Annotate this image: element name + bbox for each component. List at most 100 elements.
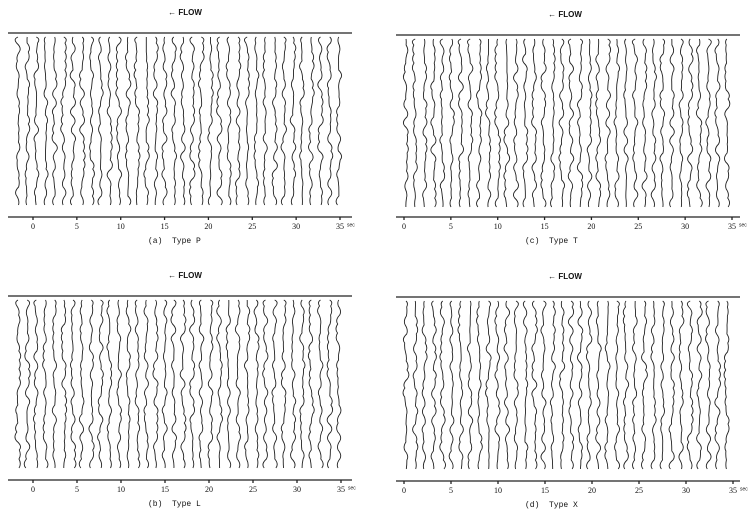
tick-label: 0 xyxy=(402,222,406,231)
trace xyxy=(476,38,483,208)
trace xyxy=(457,38,464,208)
trace xyxy=(317,36,324,206)
trace xyxy=(623,38,629,208)
trace xyxy=(198,36,205,206)
caption: (b) Type L xyxy=(148,500,201,509)
trace xyxy=(531,38,537,208)
trace xyxy=(198,299,205,469)
trace xyxy=(253,36,260,206)
trace xyxy=(51,36,58,206)
trace xyxy=(170,299,177,469)
trace xyxy=(69,36,76,206)
trace xyxy=(78,299,85,469)
trace xyxy=(614,300,621,470)
tick-label: 0 xyxy=(402,486,406,495)
trace xyxy=(696,300,703,470)
tick-label: 30 xyxy=(682,486,690,495)
trace xyxy=(207,36,214,206)
trace xyxy=(14,299,22,469)
trace xyxy=(152,36,159,206)
trace xyxy=(595,300,602,470)
panel: ← FLOW 0 5 10 15 20 25 30 35 sec (c) Type T xyxy=(396,10,747,246)
tick-label: 20 xyxy=(204,222,212,231)
tick-label: 35 xyxy=(336,222,344,231)
trace xyxy=(448,38,455,208)
trace xyxy=(170,36,177,206)
tick-label: 20 xyxy=(587,222,595,231)
trace xyxy=(577,300,584,470)
trace xyxy=(42,299,49,469)
trace xyxy=(253,299,260,469)
flow-label: ← FLOW xyxy=(548,10,582,19)
trace xyxy=(189,36,196,206)
unit-label: sec xyxy=(739,222,747,228)
trace xyxy=(632,300,638,470)
trace xyxy=(559,300,566,470)
trace xyxy=(234,299,241,469)
trace xyxy=(467,38,474,208)
trace xyxy=(457,300,464,470)
trace xyxy=(613,38,620,208)
trace xyxy=(60,36,67,206)
trace xyxy=(79,36,86,206)
trace xyxy=(262,36,268,206)
trace xyxy=(51,299,57,469)
tick-label: 5 xyxy=(75,222,79,231)
trace xyxy=(161,299,168,469)
trace xyxy=(550,38,556,208)
tick-label: 15 xyxy=(541,222,549,231)
trace xyxy=(695,38,703,208)
unit-label: sec xyxy=(348,485,356,491)
trace xyxy=(494,38,501,208)
trace xyxy=(485,38,492,208)
trace xyxy=(308,36,315,206)
trace xyxy=(335,299,342,469)
trace xyxy=(116,299,122,469)
trace xyxy=(106,36,113,206)
trace xyxy=(33,299,39,469)
trace xyxy=(678,300,685,470)
trace xyxy=(243,299,251,469)
caption: (d) Type X xyxy=(525,501,578,510)
trace xyxy=(576,38,584,208)
trace xyxy=(317,299,324,469)
tick-label: 5 xyxy=(75,485,79,494)
trace xyxy=(669,38,675,208)
trace xyxy=(567,38,575,208)
tick-label: 25 xyxy=(635,486,643,495)
trace xyxy=(714,38,721,208)
tick-label: 35 xyxy=(729,486,737,495)
trace xyxy=(280,36,287,206)
trace xyxy=(152,299,159,469)
trace xyxy=(430,38,437,208)
tick-label: 35 xyxy=(728,222,736,231)
tick-label: 10 xyxy=(117,485,125,494)
tick-label: 30 xyxy=(681,222,689,231)
panel: ← FLOW 0 5 10 15 20 25 30 35 sec (d) Type X xyxy=(396,272,748,510)
trace xyxy=(280,299,287,469)
trace xyxy=(641,38,648,208)
panel: ← FLOW 0 5 10 15 20 25 30 35 sec (b) Type L xyxy=(8,271,356,509)
trace xyxy=(179,299,187,469)
tick-label: 5 xyxy=(449,486,453,495)
trace xyxy=(411,38,418,208)
tick-label: 35 xyxy=(337,485,345,494)
trace xyxy=(448,300,455,470)
tick-label: 30 xyxy=(293,485,301,494)
trace xyxy=(540,38,547,208)
trace xyxy=(106,299,113,469)
trace xyxy=(125,299,132,469)
trace xyxy=(335,36,343,206)
caption: (a) Type P xyxy=(148,237,201,246)
trace xyxy=(650,300,657,470)
trace xyxy=(179,36,186,206)
trace xyxy=(189,299,196,469)
trace xyxy=(595,38,602,208)
caption: (c) Type T xyxy=(525,237,578,246)
panel: ← FLOW 0 5 10 15 20 25 30 35 sec (a) Type P xyxy=(8,8,355,246)
trace xyxy=(70,299,77,469)
trace xyxy=(23,299,31,469)
trace xyxy=(686,300,694,470)
trace xyxy=(668,300,675,470)
trace xyxy=(161,36,168,206)
